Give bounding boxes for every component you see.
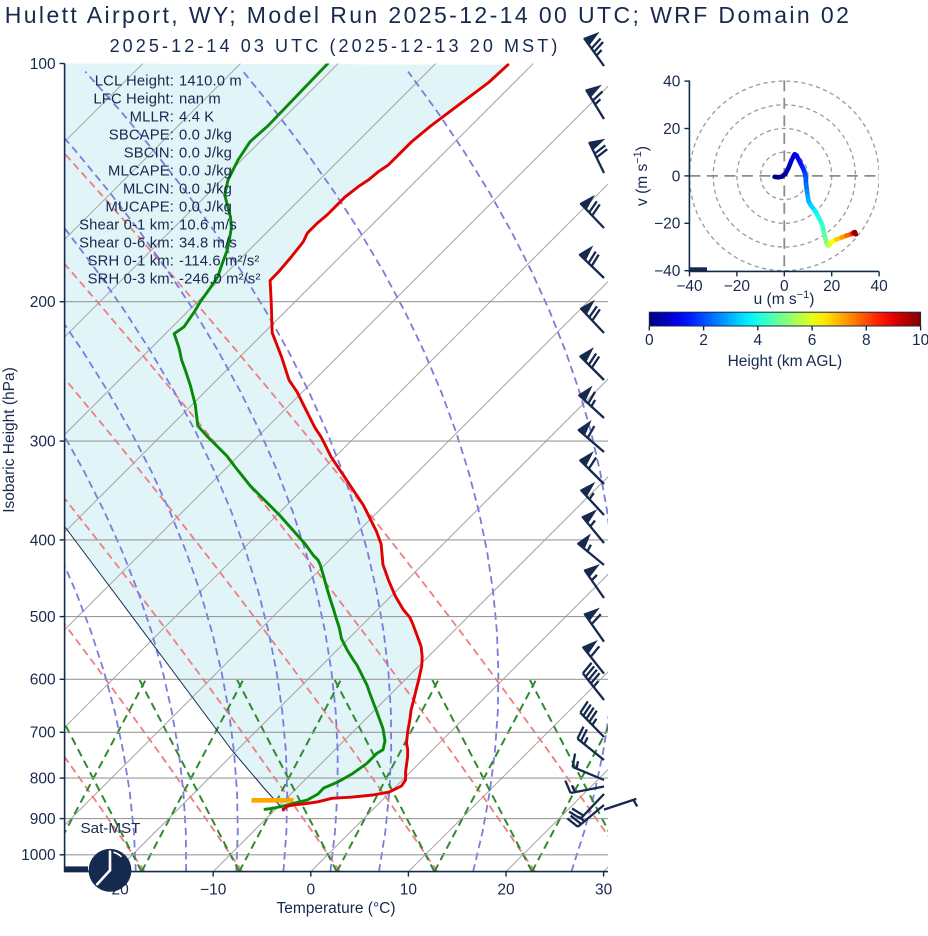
svg-text:0: 0 — [672, 168, 681, 185]
svg-text:6: 6 — [808, 332, 817, 349]
svg-text:8: 8 — [862, 332, 871, 349]
svg-text:0: 0 — [780, 278, 789, 295]
svg-text:MLCIN:: MLCIN: — [123, 182, 174, 198]
svg-text:LCL Height:: LCL Height: — [95, 74, 174, 90]
svg-text:0.0 J/kg: 0.0 J/kg — [179, 164, 232, 180]
svg-text:Sat-MST: Sat-MST — [81, 820, 141, 837]
svg-text:10: 10 — [400, 882, 418, 899]
svg-text:-246.0 m²/s²: -246.0 m²/s² — [179, 272, 261, 288]
svg-text:4.4 K: 4.4 K — [179, 110, 214, 126]
svg-text:10.6 m/s: 10.6 m/s — [179, 218, 237, 234]
svg-text:SRH 0-1 km:: SRH 0-1 km: — [88, 254, 174, 270]
svg-text:34.8 m/s: 34.8 m/s — [179, 236, 237, 252]
svg-text:2: 2 — [699, 332, 708, 349]
svg-text:−20: −20 — [654, 216, 681, 233]
svg-text:0.0 J/kg: 0.0 J/kg — [179, 182, 232, 198]
svg-text:40: 40 — [663, 74, 681, 91]
svg-text:Height (km AGL): Height (km AGL) — [728, 353, 843, 370]
svg-text:nan m: nan m — [179, 92, 221, 108]
svg-text:Isobaric Height (hPa): Isobaric Height (hPa) — [1, 367, 18, 513]
svg-text:−40: −40 — [676, 278, 703, 295]
svg-text:−20: −20 — [724, 278, 751, 295]
svg-text:SRH 0-3 km:: SRH 0-3 km: — [88, 272, 174, 288]
svg-text:0: 0 — [645, 332, 654, 349]
svg-text:Hulett Airport, WY; Model Run: Hulett Airport, WY; Model Run 2025-12-14… — [5, 2, 852, 28]
svg-text:800: 800 — [30, 771, 56, 788]
svg-text:400: 400 — [30, 532, 56, 549]
svg-text:SBCIN:: SBCIN: — [124, 146, 174, 162]
svg-text:0.0 J/kg: 0.0 J/kg — [179, 200, 232, 216]
svg-text:Shear 0-6 km:: Shear 0-6 km: — [79, 236, 174, 252]
svg-text:0.0 J/kg: 0.0 J/kg — [179, 146, 232, 162]
svg-text:100: 100 — [30, 56, 56, 73]
svg-text:MUCAPE:: MUCAPE: — [106, 200, 174, 216]
svg-text:700: 700 — [30, 725, 56, 742]
svg-text:20: 20 — [497, 882, 515, 899]
svg-text:-114.6 m²/s²: -114.6 m²/s² — [179, 254, 259, 270]
svg-text:SBCAPE:: SBCAPE: — [109, 128, 174, 144]
svg-text:−10: −10 — [200, 882, 227, 899]
svg-text:20: 20 — [663, 121, 681, 138]
svg-text:10: 10 — [912, 332, 928, 349]
svg-text:300: 300 — [30, 434, 56, 451]
svg-text:1000: 1000 — [21, 847, 56, 864]
svg-text:500: 500 — [30, 609, 56, 626]
svg-text:1410.0 m: 1410.0 m — [179, 74, 242, 90]
svg-text:200: 200 — [30, 294, 56, 311]
svg-text:2025-12-14 03 UTC (2025-12-13: 2025-12-14 03 UTC (2025-12-13 20 MST) — [110, 36, 561, 56]
svg-text:0.0 J/kg: 0.0 J/kg — [179, 128, 232, 144]
svg-text:600: 600 — [30, 672, 56, 689]
svg-text:30: 30 — [595, 882, 613, 899]
svg-text:−40: −40 — [654, 263, 681, 280]
svg-text:4: 4 — [753, 332, 762, 349]
svg-text:900: 900 — [30, 811, 56, 828]
svg-text:MLCAPE:: MLCAPE: — [108, 164, 174, 180]
svg-text:MLLR:: MLLR: — [130, 110, 174, 126]
svg-text:40: 40 — [870, 278, 888, 295]
svg-text:Shear 0-1 km:: Shear 0-1 km: — [79, 218, 174, 234]
svg-text:Temperature (°C): Temperature (°C) — [276, 900, 395, 917]
svg-text:0: 0 — [306, 882, 315, 899]
svg-text:20: 20 — [823, 278, 841, 295]
svg-text:LFC Height:: LFC Height: — [93, 92, 174, 108]
